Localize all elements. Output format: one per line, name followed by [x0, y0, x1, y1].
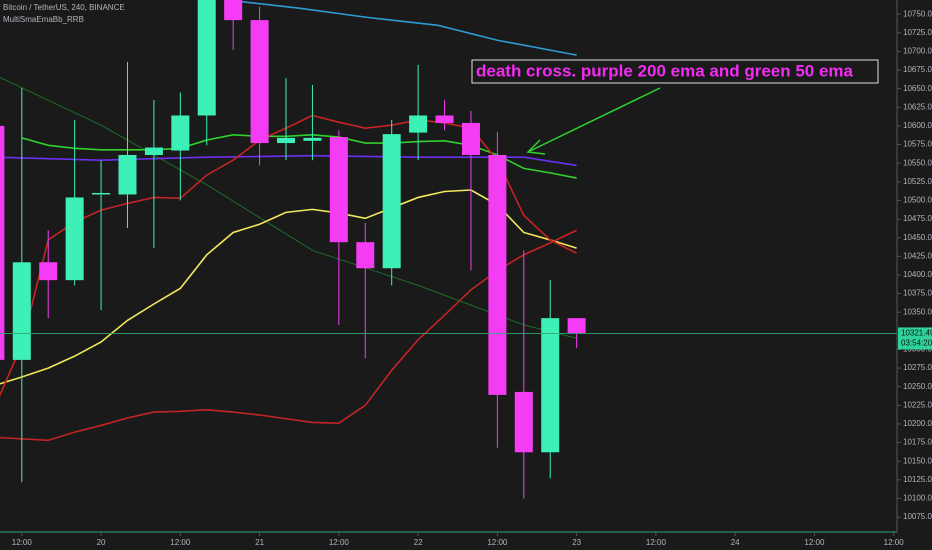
- y-tick-label: 10350.00: [903, 307, 932, 316]
- candle-body: [488, 154, 507, 395]
- candle-body: [567, 318, 586, 334]
- candle-body: [250, 20, 269, 144]
- candle-body: [12, 262, 31, 360]
- y-tick-label: 10150.00: [903, 456, 932, 465]
- countdown-label: 03:54:20: [901, 339, 932, 348]
- y-tick-label: 10600.00: [903, 121, 932, 130]
- x-tick-label: 24: [731, 538, 740, 547]
- arrow: [529, 87, 661, 152]
- plot-area: [0, 0, 586, 499]
- candle-body: [382, 134, 401, 269]
- y-tick-label: 10500.00: [903, 196, 932, 205]
- candle-body: [92, 192, 111, 195]
- x-tick-label: 12:00: [487, 538, 508, 547]
- x-tick-label: 23: [572, 538, 581, 547]
- x-tick-label: 12:00: [884, 538, 905, 547]
- y-tick-label: 10225.00: [903, 400, 932, 409]
- y-tick-label: 10525.00: [903, 177, 932, 186]
- candle-body: [39, 262, 58, 281]
- candle-body: [356, 242, 375, 269]
- candle-body: [197, 0, 216, 116]
- price-badge: [898, 327, 932, 350]
- candle-body: [144, 147, 163, 155]
- indicator-line: [226, 0, 577, 56]
- candle-body: [118, 154, 137, 195]
- x-tick-label: 12:00: [329, 538, 350, 547]
- x-tick-label: 20: [97, 538, 106, 547]
- y-tick-label: 10250.00: [903, 382, 932, 391]
- y-tick-label: 10725.00: [903, 28, 932, 37]
- indicator-line: [0, 189, 577, 385]
- candle-body: [224, 0, 243, 21]
- y-tick-label: 10550.00: [903, 158, 932, 167]
- x-tick-label: 22: [414, 538, 423, 547]
- y-tick-label: 10275.00: [903, 363, 932, 372]
- arrow-head: [526, 139, 546, 155]
- y-tick-label: 10650.00: [903, 84, 932, 93]
- indicator-line: [21, 134, 577, 179]
- candle-body: [541, 318, 560, 453]
- x-tick-label: 12:00: [646, 538, 667, 547]
- annotation-box: [471, 59, 879, 84]
- y-tick-label: 10575.00: [903, 140, 932, 149]
- y-tick-label: 10475.00: [903, 214, 932, 223]
- y-tick-label: 10425.00: [903, 251, 932, 260]
- y-tick-label: 10625.00: [903, 102, 932, 111]
- y-tick-label: 10450.00: [903, 233, 932, 242]
- y-tick-label: 10175.00: [903, 438, 932, 447]
- last-price-label: 10321.49: [901, 329, 932, 338]
- candle-body: [303, 137, 322, 141]
- y-tick-label: 10400.00: [903, 270, 932, 279]
- candle-body: [65, 197, 84, 281]
- y-tick-label: 10750.00: [903, 9, 932, 18]
- x-tick-label: 12:00: [804, 538, 825, 547]
- candle-body: [435, 115, 454, 123]
- indicator-line: [0, 229, 577, 442]
- chart-title: Bitcoin / TetherUS, 240, BINANCE: [3, 3, 125, 12]
- candle-body: [461, 122, 480, 155]
- x-tick-label: 12:00: [170, 538, 191, 547]
- indicator-name: MultiSmaEmaBb_RRB: [3, 15, 84, 24]
- y-tick-label: 10100.00: [903, 494, 932, 503]
- candle-body: [514, 391, 533, 453]
- y-tick-label: 10675.00: [903, 65, 932, 74]
- candle-body: [0, 125, 5, 360]
- candle-body: [409, 115, 428, 133]
- y-tick-label: 10075.00: [903, 512, 932, 521]
- candle-body: [171, 115, 190, 151]
- candle-body: [329, 137, 348, 243]
- candle-body: [277, 137, 296, 144]
- y-tick-label: 10125.00: [903, 475, 932, 484]
- annotation: death cross. purple 200 ema and green 50…: [476, 61, 854, 80]
- x-tick-label: 12:00: [12, 538, 33, 547]
- y-tick-label: 10200.00: [903, 419, 932, 428]
- x-tick-label: 21: [255, 538, 264, 547]
- y-tick-label: 10375.00: [903, 289, 932, 298]
- y-tick-label: 10700.00: [903, 47, 932, 56]
